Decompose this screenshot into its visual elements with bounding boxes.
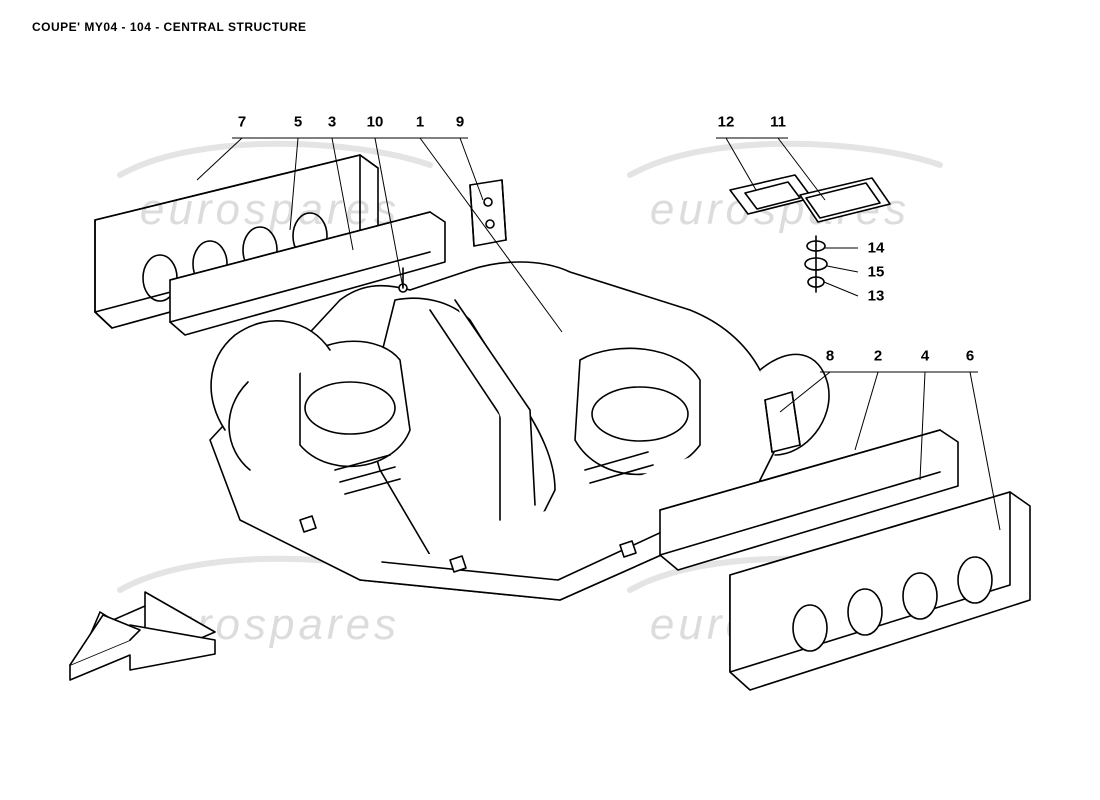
callout-9: 9 bbox=[456, 114, 464, 131]
callout-8: 8 bbox=[826, 348, 834, 365]
callout-11: 11 bbox=[770, 114, 786, 131]
callout-3: 3 bbox=[328, 114, 336, 131]
part-13-14-15-fasteners bbox=[805, 236, 827, 292]
callout-5: 5 bbox=[294, 114, 302, 131]
callout-2: 2 bbox=[874, 348, 882, 365]
direction-arrow bbox=[70, 592, 215, 680]
callout-6: 6 bbox=[966, 348, 974, 365]
callout-13: 13 bbox=[868, 288, 885, 305]
callout-10: 10 bbox=[367, 114, 384, 131]
callout-7: 7 bbox=[238, 114, 246, 131]
callout-4: 4 bbox=[921, 348, 929, 365]
exploded-diagram bbox=[0, 0, 1100, 800]
callout-15: 15 bbox=[868, 264, 885, 281]
callout-12: 12 bbox=[718, 114, 735, 131]
callout-14: 14 bbox=[868, 240, 885, 257]
callout-1: 1 bbox=[416, 114, 424, 131]
part-11-12-plate bbox=[730, 175, 890, 222]
page-root: COUPE' MY04 - 104 - CENTRAL STRUCTURE eu… bbox=[0, 0, 1100, 800]
